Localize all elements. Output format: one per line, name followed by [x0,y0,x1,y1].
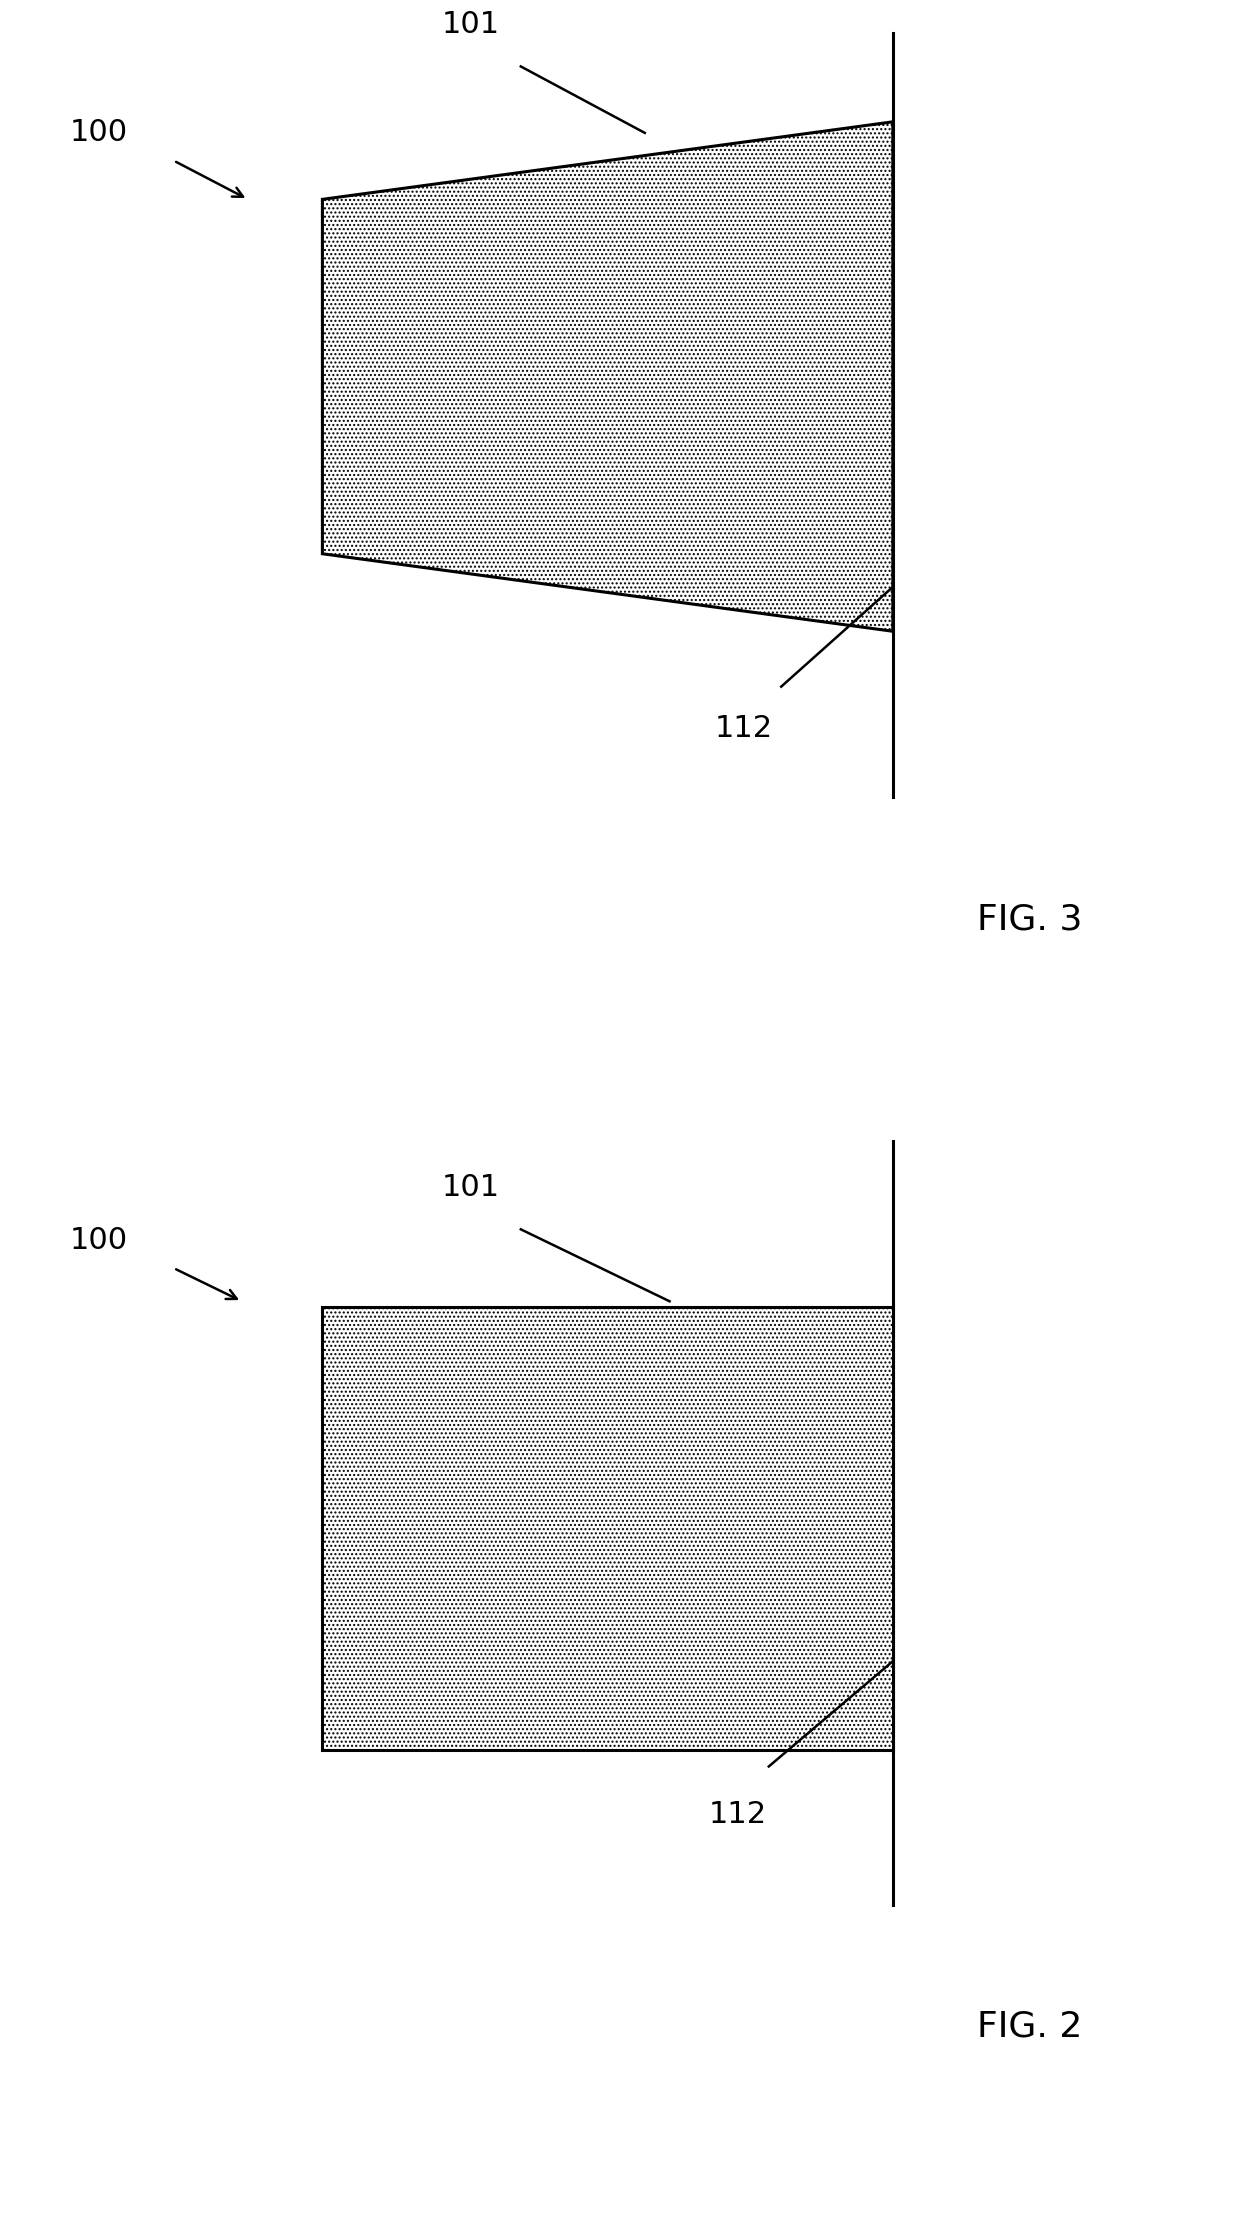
Text: 112: 112 [715,715,773,744]
Text: FIG. 3: FIG. 3 [977,902,1081,937]
Polygon shape [322,122,893,631]
Text: 101: 101 [443,9,500,38]
Text: 100: 100 [71,1225,128,1256]
Text: 100: 100 [71,117,128,148]
Text: FIG. 2: FIG. 2 [977,2009,1081,2044]
Bar [322,1307,893,1750]
Text: 101: 101 [443,1172,500,1201]
Text: 112: 112 [709,1799,766,1830]
